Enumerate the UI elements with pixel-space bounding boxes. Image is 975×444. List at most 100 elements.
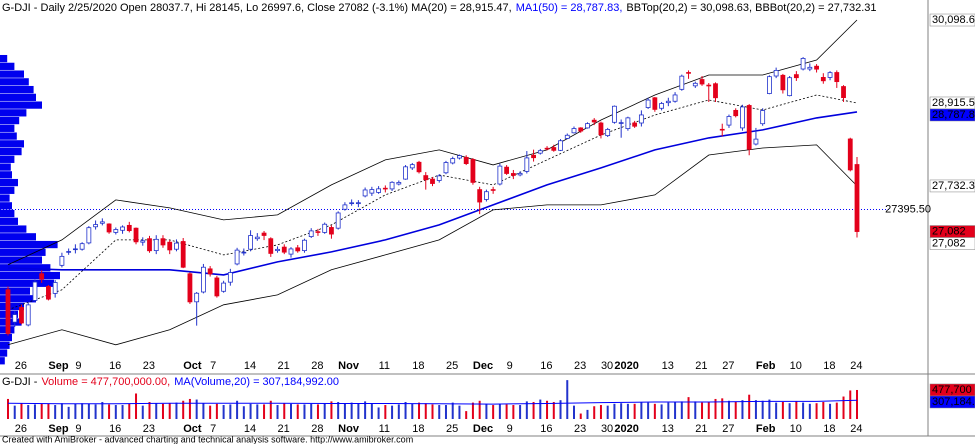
candle-body	[659, 103, 664, 109]
volume-bar	[316, 404, 319, 419]
volume-bar	[357, 403, 360, 419]
volume-bar	[135, 393, 138, 419]
candle-body	[153, 238, 159, 252]
x-tick-label: Dec	[473, 360, 493, 372]
volume-profile-bar	[0, 140, 24, 148]
x-tick-label: 2020	[614, 360, 638, 372]
x-tick-label: 11	[379, 423, 390, 435]
x-tick-label: 9	[75, 360, 81, 372]
volume-profile-bar	[0, 178, 18, 187]
volume-profile-bar	[0, 186, 15, 194]
candle-body	[174, 242, 179, 250]
volume-bar	[808, 403, 811, 419]
volume-bar	[155, 403, 158, 419]
candle-body	[160, 238, 166, 246]
volume-bar	[94, 404, 97, 419]
volume-bar	[451, 402, 454, 419]
candle-body	[733, 109, 739, 117]
volume-bar	[343, 403, 346, 419]
value-label: 28,915.5	[932, 97, 975, 109]
candle-body	[605, 129, 611, 137]
volume-bar	[525, 401, 528, 419]
candle-body	[686, 72, 691, 74]
candle-body	[706, 84, 712, 87]
volume-bar	[795, 401, 798, 419]
volume-bar	[835, 402, 838, 419]
volume-bar	[13, 405, 16, 419]
candle-body	[5, 289, 11, 334]
volume-bar	[74, 403, 77, 419]
x-tick-label: 7	[210, 423, 216, 435]
reference-label: 27395.50	[885, 203, 931, 215]
volume-bar	[411, 403, 414, 419]
candle-body	[699, 79, 705, 85]
candle-body	[760, 110, 766, 125]
candle-body	[679, 75, 685, 90]
volume-bar	[418, 402, 421, 419]
value-label: 30,098.6	[932, 14, 975, 26]
x-tick-label: 26	[15, 423, 27, 435]
candle-body	[436, 175, 442, 181]
volume-bar	[114, 405, 117, 419]
volume-bar	[141, 405, 144, 419]
candle-body	[349, 202, 355, 205]
x-tick-label: 18	[412, 423, 424, 435]
volume-bar	[465, 411, 468, 419]
candle-body	[369, 189, 375, 194]
candle-body	[665, 100, 671, 104]
candle-body	[423, 175, 429, 181]
volume-profile-bar	[0, 225, 27, 233]
candle-body	[504, 166, 510, 174]
volume-profile-bar	[0, 349, 8, 357]
x-tick-label: 23	[143, 360, 155, 372]
volume-bar	[485, 403, 488, 419]
x-tick-label: 7	[210, 360, 216, 372]
volume-bar	[458, 405, 461, 419]
x-tick-label: 30	[601, 360, 613, 372]
candle-body	[79, 243, 85, 250]
volume-bar	[276, 405, 279, 419]
x-tick-label: 13	[662, 423, 674, 435]
x-tick-label: 27	[722, 423, 734, 435]
volume-profile-bar	[0, 209, 15, 218]
x-tick-label: 23	[143, 423, 155, 435]
candle-body	[99, 221, 105, 224]
volume-bar	[404, 401, 407, 419]
x-tick-label: Nov	[338, 360, 360, 372]
volume-bar	[54, 405, 57, 419]
volume-profile-bar	[0, 70, 24, 78]
x-tick-label: Feb	[756, 360, 776, 372]
candle-body	[39, 273, 45, 280]
candle-body	[672, 94, 678, 102]
volume-bar	[188, 398, 191, 419]
candle-body	[254, 236, 260, 240]
candle-body	[827, 72, 833, 78]
value-label-box	[929, 237, 975, 250]
volume-bar	[27, 405, 30, 419]
volume-bar	[761, 400, 764, 419]
candle-body	[416, 161, 422, 173]
candle-body	[362, 189, 368, 197]
x-tick-label: 16	[109, 360, 121, 372]
candle-body	[66, 251, 72, 253]
value-label: 307,184.9	[932, 396, 975, 408]
x-tick-label: 30	[601, 423, 613, 435]
volume-bar	[296, 404, 299, 419]
value-label: 27,082	[932, 237, 966, 249]
candle-body	[382, 187, 388, 190]
volume-profile-bar	[0, 295, 36, 303]
candle-body	[450, 158, 456, 164]
candle-body	[329, 227, 334, 235]
volume-bar	[599, 405, 602, 419]
volume-bar	[303, 404, 306, 419]
candle-body	[544, 147, 550, 150]
candle-body	[713, 83, 718, 99]
x-tick-label: 24	[850, 360, 862, 372]
volume-bar	[721, 398, 724, 419]
volume-bar	[471, 402, 474, 419]
volume-bar	[161, 403, 164, 419]
volume-bar	[444, 405, 447, 419]
candle-body	[787, 77, 793, 97]
